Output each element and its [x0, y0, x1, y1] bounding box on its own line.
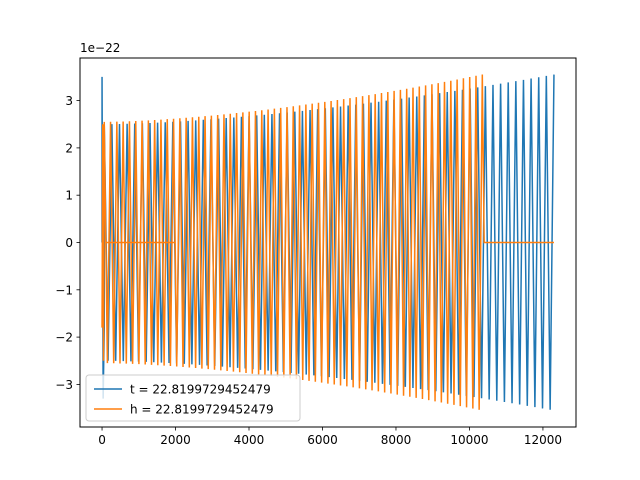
- legend-box: [85, 374, 301, 422]
- y-tick-label: 2: [65, 141, 73, 155]
- y-tick-label: 3: [65, 94, 73, 108]
- x-tick-label: 0: [98, 433, 106, 447]
- legend-label: h = 22.8199729452479: [130, 403, 274, 417]
- y-tick-label: −2: [55, 331, 73, 345]
- y-tick-label: −1: [55, 283, 73, 297]
- x-tick-label: 2000: [160, 433, 191, 447]
- x-tick-label: 6000: [307, 433, 338, 447]
- x-tick-label: 4000: [234, 433, 265, 447]
- legend: t = 22.8199729452479 h = 22.8199729452479: [85, 374, 301, 422]
- y-tick-label: 1: [65, 189, 73, 203]
- x-tick-label: 10000: [450, 433, 488, 447]
- y-axis: −3 −2 −1 0 1 2 3: [55, 94, 80, 392]
- x-tick-label: 8000: [381, 433, 412, 447]
- series-layer: [101, 74, 555, 410]
- legend-label: t = 22.8199729452479: [130, 383, 271, 397]
- y-scale-exponent: 1e−22: [80, 41, 120, 55]
- x-axis: 0 2000 4000 6000 8000 10000 12000: [98, 427, 562, 447]
- series-line-h: [101, 74, 554, 410]
- y-tick-label: 0: [65, 236, 73, 250]
- x-tick-label: 12000: [524, 433, 562, 447]
- y-tick-label: −3: [55, 378, 73, 392]
